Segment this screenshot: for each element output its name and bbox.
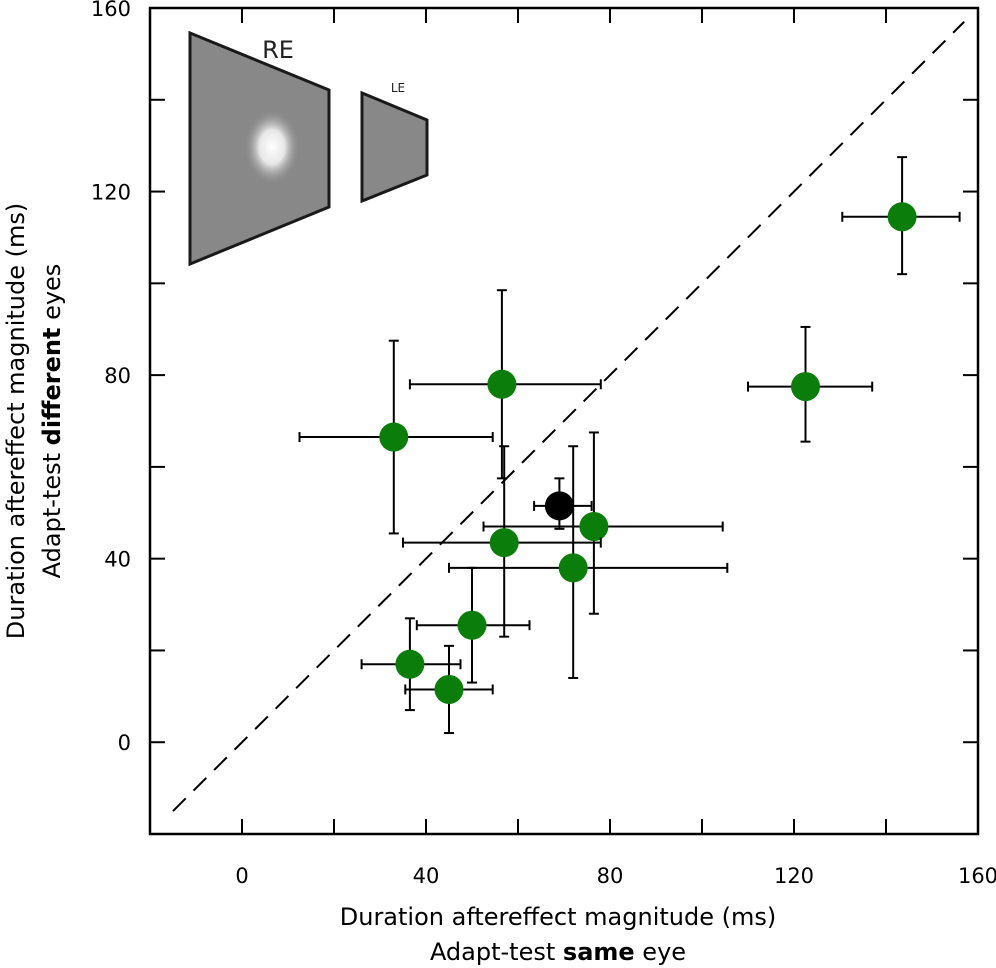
- x-tick-label: 160: [958, 864, 996, 888]
- data-point-2: [747, 325, 874, 443]
- point-marker: [558, 553, 588, 583]
- x-tick-label: 120: [774, 864, 814, 888]
- data-point-8: [415, 566, 531, 684]
- y-axis-label-line1: Duration aftereffect magnitude (ms): [2, 203, 30, 639]
- x-tick-label: 40: [413, 864, 440, 888]
- data-point-11: [533, 477, 593, 530]
- data-point-3: [408, 289, 602, 480]
- x-axis-label-line1: Duration aftereffect magnitude (ms): [340, 903, 776, 931]
- point-marker: [487, 369, 517, 399]
- re-label: RE: [262, 36, 294, 64]
- points-layer: [298, 156, 961, 735]
- point-marker: [887, 202, 917, 232]
- eye-inset-illustration: RE LE: [188, 30, 429, 267]
- y-tick-label: 0: [118, 731, 131, 755]
- point-marker: [791, 372, 820, 402]
- plot-frame: [148, 6, 980, 836]
- le-label: LE: [391, 81, 405, 95]
- x-tick-label: 0: [235, 864, 248, 888]
- y-tick-label: 160: [91, 0, 131, 21]
- data-point-10: [404, 644, 494, 735]
- point-marker: [457, 610, 487, 640]
- y-tick-label: 80: [104, 364, 131, 388]
- y-axis-label-group: Duration aftereffect magnitude (ms) Adapt…: [2, 203, 66, 639]
- x-tick-label: 80: [597, 864, 624, 888]
- data-point-5: [482, 431, 724, 615]
- point-marker: [379, 422, 409, 452]
- data-point-6: [402, 445, 602, 638]
- data-point-9: [360, 617, 462, 712]
- x-axis-label-line2: Adapt-test same eye: [430, 938, 686, 966]
- data-point-7: [448, 445, 729, 679]
- point-marker: [489, 528, 519, 558]
- y-tick-label: 120: [91, 181, 131, 205]
- point-marker: [395, 649, 425, 679]
- le-screen-shape: [360, 90, 429, 204]
- point-marker: [544, 491, 574, 521]
- point-marker: [434, 674, 464, 704]
- y-tick-label: 40: [104, 548, 131, 572]
- data-point-1: [841, 156, 961, 276]
- data-point-4: [298, 339, 494, 535]
- stimulus-blob: [244, 109, 300, 185]
- identity-reference-line: [172, 21, 965, 812]
- reference-line-layer: [172, 21, 965, 812]
- y-axis-label-line2: Adapt-test different eyes: [38, 264, 66, 579]
- point-marker: [579, 512, 609, 542]
